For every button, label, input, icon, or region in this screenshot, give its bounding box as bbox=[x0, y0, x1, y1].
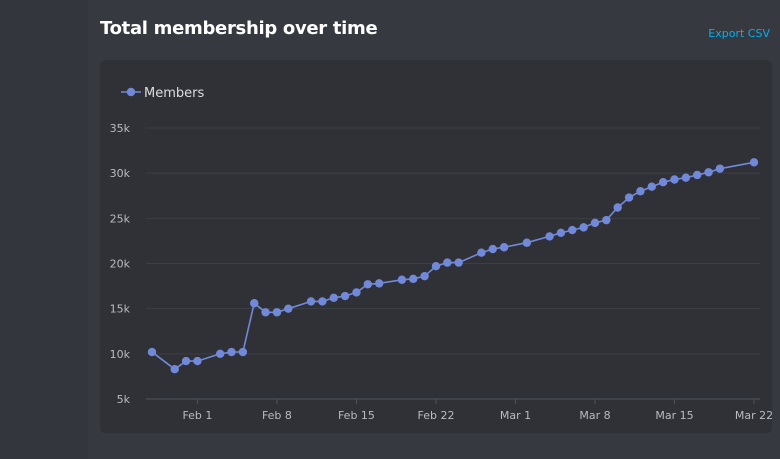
data-point bbox=[590, 218, 600, 228]
data-point bbox=[454, 258, 463, 267]
x-tick-label: Feb 15 bbox=[338, 409, 375, 422]
data-point bbox=[704, 168, 713, 177]
x-tick-label: Feb 22 bbox=[417, 409, 454, 422]
data-point bbox=[545, 232, 554, 241]
data-point bbox=[250, 299, 259, 308]
data-point bbox=[749, 158, 759, 167]
data-point bbox=[613, 203, 622, 212]
data-point bbox=[352, 288, 361, 297]
data-point bbox=[624, 193, 634, 202]
data-point bbox=[670, 175, 679, 184]
data-point bbox=[658, 178, 668, 187]
data-point bbox=[488, 244, 497, 254]
x-tick-label: Feb 1 bbox=[182, 409, 212, 422]
legend-label: Members bbox=[144, 86, 204, 101]
data-point bbox=[409, 274, 418, 284]
data-point bbox=[647, 182, 656, 191]
data-point bbox=[431, 262, 441, 271]
data-point bbox=[193, 356, 202, 366]
y-tick-label: 30k bbox=[110, 167, 131, 180]
y-tick-label: 20k bbox=[110, 258, 131, 271]
data-point bbox=[261, 308, 270, 317]
data-point bbox=[522, 238, 532, 247]
data-point bbox=[443, 258, 452, 267]
data-point bbox=[556, 228, 566, 237]
data-point bbox=[397, 275, 407, 284]
data-point bbox=[215, 349, 225, 359]
membership-chart: 5k 10k 15k 20k 25k 30k 35k Feb 1 Feb 8 Feb 15 Feb … bbox=[110, 86, 772, 422]
left-rail bbox=[0, 0, 88, 459]
data-point bbox=[374, 279, 384, 288]
data-point bbox=[568, 225, 577, 235]
export-csv-link[interactable]: Export CSV bbox=[708, 27, 770, 40]
legend-marker bbox=[126, 87, 136, 97]
data-point bbox=[693, 170, 702, 180]
data-point bbox=[272, 308, 282, 317]
series-line-members bbox=[151, 161, 755, 371]
page-title: Total membership over time bbox=[100, 18, 378, 39]
data-point bbox=[318, 297, 327, 306]
data-point bbox=[602, 215, 611, 225]
x-tick-label: Mar 8 bbox=[579, 409, 610, 422]
x-tick-label: Mar 22 bbox=[735, 409, 772, 422]
data-point bbox=[715, 164, 725, 173]
data-point bbox=[499, 243, 509, 252]
data-point bbox=[681, 173, 691, 182]
y-tick-label: 15k bbox=[110, 303, 131, 316]
data-point bbox=[227, 347, 236, 357]
y-tick-label: 35k bbox=[110, 122, 131, 135]
data-point bbox=[238, 347, 248, 357]
data-point bbox=[579, 223, 588, 232]
data-point bbox=[363, 280, 373, 289]
y-tick-label: 25k bbox=[110, 212, 131, 225]
x-tick-label: Mar 1 bbox=[500, 409, 531, 422]
x-tick-label: Mar 15 bbox=[655, 409, 693, 422]
data-point bbox=[420, 271, 429, 281]
data-point bbox=[329, 293, 338, 303]
data-point bbox=[477, 248, 486, 257]
membership-chart-card: 5k 10k 15k 20k 25k 30k 35k Feb 1 Feb 8 Feb 15 Feb … bbox=[100, 60, 772, 433]
x-tick-label: Feb 8 bbox=[262, 409, 292, 422]
data-point bbox=[636, 187, 645, 196]
data-point bbox=[306, 297, 316, 306]
data-point bbox=[340, 291, 350, 301]
data-point bbox=[170, 364, 179, 374]
data-point bbox=[181, 356, 191, 366]
y-tick-label: 5k bbox=[117, 393, 131, 406]
data-point bbox=[284, 304, 293, 313]
y-tick-label: 10k bbox=[110, 348, 131, 361]
data-point bbox=[147, 347, 157, 357]
